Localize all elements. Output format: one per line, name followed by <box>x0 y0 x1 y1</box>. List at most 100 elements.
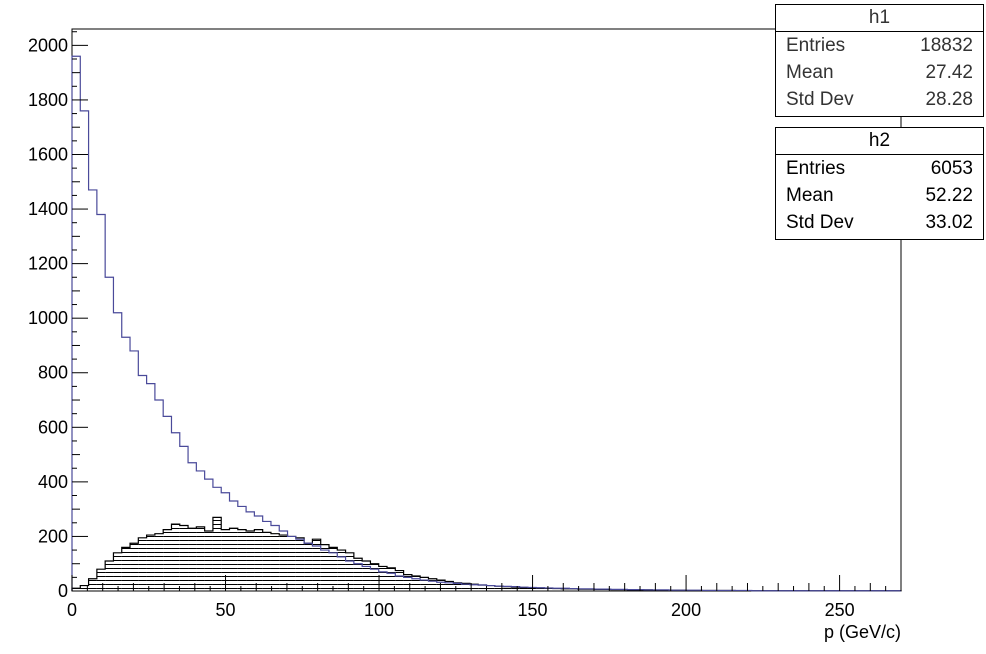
h2-bar <box>345 552 354 591</box>
h2-bar <box>494 586 504 591</box>
h2-bar <box>121 547 131 591</box>
y-tick-label: 0 <box>58 581 68 601</box>
h1-histogram <box>71 55 902 592</box>
x-tick-label: 50 <box>216 600 236 620</box>
stats-value: 6053 <box>930 158 973 179</box>
stats-title: h1 <box>776 5 983 32</box>
stats-row-entries: Entries 6053 <box>776 155 983 182</box>
stats-value: 27.42 <box>925 62 973 83</box>
h2-bar <box>428 578 437 591</box>
h2-bar <box>154 533 164 591</box>
h2-bar <box>312 539 321 591</box>
h2-bar <box>602 589 611 591</box>
h2-bar <box>469 584 479 591</box>
h2-bar <box>511 587 520 591</box>
h2-bar <box>304 543 313 591</box>
h2-bar <box>279 535 288 591</box>
h2-bar <box>295 537 305 591</box>
h1-outline <box>71 55 902 592</box>
h2-bar <box>585 589 595 591</box>
stats-row-entries: Entries 18832 <box>776 32 983 59</box>
h2-bar <box>478 584 487 591</box>
stats-title: h2 <box>776 128 983 155</box>
h2-bar <box>171 524 180 591</box>
h2-bar <box>420 577 429 591</box>
y-tick-label: 800 <box>38 363 68 383</box>
h2-bar <box>362 560 371 591</box>
h2-bar <box>387 567 396 591</box>
x-axis: 0 50 100 150 200 250 <box>67 575 902 620</box>
h2-bar <box>229 528 238 591</box>
h2-bar <box>80 585 89 591</box>
h2-bar <box>328 547 338 591</box>
stats-box-h1: h1 Entries 18832 Mean 27.42 Std Dev 28.28 <box>775 4 984 117</box>
h2-bar <box>378 566 388 591</box>
stats-row-mean: Mean 52.22 <box>776 182 983 209</box>
h2-bar <box>188 528 197 591</box>
stats-label: Mean <box>786 62 834 83</box>
h2-bar <box>353 558 363 591</box>
h2-bar <box>246 530 255 591</box>
h2-bar <box>569 588 578 591</box>
h2-bar <box>519 587 528 591</box>
h2-bar <box>130 543 139 591</box>
stats-label: Entries <box>786 35 846 56</box>
h2-bar <box>561 588 570 591</box>
h2-bar <box>337 550 346 591</box>
x-tick-label: 0 <box>67 600 77 620</box>
stats-row-stddev: Std Dev 28.28 <box>776 86 983 113</box>
stats-label: Std Dev <box>786 212 854 233</box>
h2-bar <box>619 589 628 591</box>
h2-bar <box>577 589 586 591</box>
stats-label: Std Dev <box>786 89 854 110</box>
h2-bar <box>270 533 280 591</box>
h2-bar <box>503 586 512 591</box>
h2-bar <box>179 525 189 591</box>
h2-bar <box>138 537 147 591</box>
stats-value: 52.22 <box>925 185 973 206</box>
h2-bar <box>262 532 271 591</box>
h2-bar <box>212 517 222 591</box>
h2-bar <box>445 581 454 591</box>
x-tick-label: 150 <box>518 600 548 620</box>
h2-bar <box>237 529 247 591</box>
y-tick-label: 1600 <box>28 144 68 164</box>
y-tick-label: 1200 <box>28 254 68 274</box>
h2-bar <box>544 588 553 591</box>
x-tick-label: 200 <box>671 600 701 620</box>
h2-bar <box>105 560 114 591</box>
h2-bar <box>254 529 263 591</box>
y-tick-label: 200 <box>38 526 68 546</box>
y-axis: 0 200 400 600 800 1000 1200 1400 1600 1800 2000 <box>28 31 88 601</box>
h2-bar <box>113 552 122 591</box>
h2-bar <box>552 588 562 591</box>
h2-bar <box>146 535 155 591</box>
h2-bar <box>88 578 97 591</box>
h2-bar <box>287 536 296 591</box>
h2-bar <box>461 583 470 591</box>
h2-bar <box>453 582 462 591</box>
h2-bar <box>196 526 205 591</box>
h2-bar <box>320 544 329 591</box>
h2-bar <box>610 589 620 591</box>
stats-value: 28.28 <box>925 89 973 110</box>
stats-row-stddev: Std Dev 33.02 <box>776 209 983 236</box>
stats-row-mean: Mean 27.42 <box>776 59 983 86</box>
y-tick-label: 400 <box>38 472 68 492</box>
h2-bar <box>536 587 545 591</box>
x-tick-label: 250 <box>825 600 855 620</box>
stats-label: Mean <box>786 185 834 206</box>
y-tick-label: 600 <box>38 417 68 437</box>
h2-bar <box>96 569 106 591</box>
stats-value: 33.02 <box>925 212 973 233</box>
stats-box-h2: h2 Entries 6053 Mean 52.22 Std Dev 33.02 <box>775 127 984 240</box>
stats-value: 18832 <box>920 35 973 56</box>
x-axis-title: p (GeV/c) <box>824 622 901 642</box>
h2-bar <box>72 588 81 591</box>
h2-bar <box>411 575 421 591</box>
y-tick-label: 1800 <box>28 90 68 110</box>
stats-label: Entries <box>786 158 846 179</box>
h2-bar <box>163 529 172 591</box>
h2-bar <box>395 570 404 591</box>
